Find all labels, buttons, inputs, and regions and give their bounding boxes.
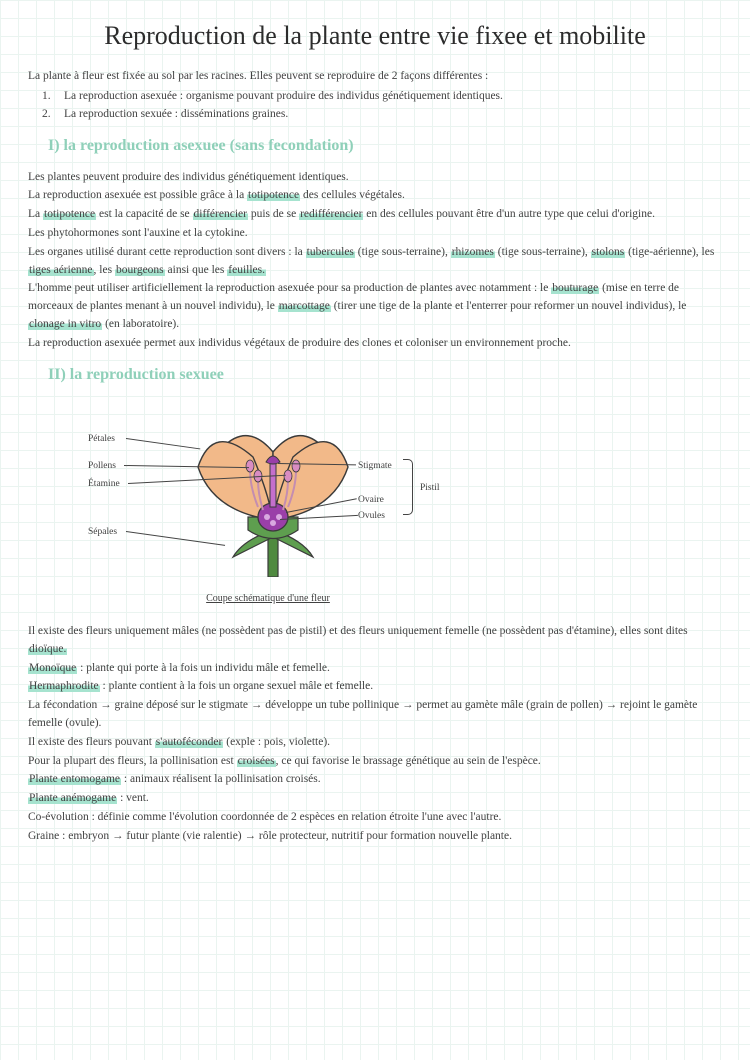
para-q3: Hermaphrodite : plante contient à la foi… (28, 678, 722, 696)
para-2: La reproduction asexuée est possible grâ… (28, 187, 722, 205)
hl-autofeconder: s'autoféconder (155, 736, 224, 748)
para-q6: Pour la plupart des fleurs, la pollinisa… (28, 753, 722, 771)
hl-totipotence-2: totipotence (43, 208, 96, 220)
list-item-2: La reproduction sexuée : disséminations … (64, 106, 288, 124)
hl-anemogame: Plante anémogame (28, 792, 117, 804)
label-pollens: Pollens (88, 459, 116, 474)
section-heading-2: II) la reproduction sexuee (48, 363, 722, 388)
para-6: L'homme peut utiliser artificiellement l… (28, 280, 722, 333)
hl-clonage: clonage in vitro (28, 318, 102, 330)
flower-diagram: Pétales Pollens Étamine Sépales Stigmate… (58, 397, 478, 587)
flower-svg (178, 402, 368, 577)
para-7: La reproduction asexuée permet aux indiv… (28, 335, 722, 353)
para-q1: Il existe des fleurs uniquement mâles (n… (28, 623, 722, 659)
list-item-1: La reproduction asexuée : organisme pouv… (64, 88, 503, 106)
section-heading-1: I) la reproduction asexuee (sans feconda… (48, 134, 722, 159)
list-num-1: 1. (42, 88, 54, 106)
hl-rhizomes: rhizomes (451, 246, 495, 258)
para-1: Les plantes peuvent produire des individ… (28, 169, 722, 187)
hl-bourgeons: bourgeons (115, 264, 165, 276)
para-4: Les phytohormones sont l'auxine et la cy… (28, 225, 722, 243)
para-q10: Graine : embryon → futur plante (vie ral… (28, 828, 722, 846)
para-q8: Plante anémogame : vent. (28, 790, 722, 808)
para-q5: Il existe des fleurs pouvant s'autofécon… (28, 734, 722, 752)
label-ovules: Ovules (358, 509, 385, 524)
label-etamine: Étamine (88, 477, 120, 492)
hl-bouturage: bouturage (551, 282, 599, 294)
hl-marcottage: marcottage (278, 300, 331, 312)
label-ovaire: Ovaire (358, 493, 384, 508)
figure-caption: Coupe schématique d'une fleur (58, 591, 478, 607)
hl-hermaphrodite: Hermaphrodite (28, 680, 100, 692)
brace-pistil (403, 459, 413, 515)
hl-croisees: croisées (237, 755, 276, 767)
page-title: Reproduction de la plante entre vie fixe… (28, 16, 722, 56)
hl-tiges: tiges aérienne (28, 264, 94, 276)
para-5: Les organes utilisé durant cette reprodu… (28, 244, 722, 280)
label-pistil: Pistil (420, 481, 440, 496)
hl-stolons: stolons (591, 246, 626, 258)
list-num-2: 2. (42, 106, 54, 124)
hl-dioique: dioïque. (28, 643, 67, 655)
para-q4: La fécondation → graine déposé sur le st… (28, 697, 722, 733)
intro-list: 1. La reproduction asexuée : organisme po… (42, 88, 722, 124)
label-stigmate: Stigmate (358, 459, 392, 474)
hl-totipotence-1: totipotence (247, 189, 300, 201)
intro-text: La plante à fleur est fixée au sol par l… (28, 68, 722, 86)
label-petales: Pétales (88, 432, 115, 447)
hl-feuilles: feuilles. (227, 264, 266, 276)
hl-entomogame: Plante entomogame (28, 773, 121, 785)
label-sepales: Sépales (88, 525, 117, 540)
para-q2: Monoïque : plante qui porte à la fois un… (28, 660, 722, 678)
para-q9: Co-évolution : définie comme l'évolution… (28, 809, 722, 827)
para-q7: Plante entomogame : animaux réalisent la… (28, 771, 722, 789)
hl-redifferencier: redifférencier (299, 208, 363, 220)
hl-monoique: Monoïque (28, 662, 77, 674)
hl-differencier: différencier (193, 208, 248, 220)
hl-tubercules: tubercules (306, 246, 355, 258)
para-3: La totipotence est la capacité de se dif… (28, 206, 722, 224)
